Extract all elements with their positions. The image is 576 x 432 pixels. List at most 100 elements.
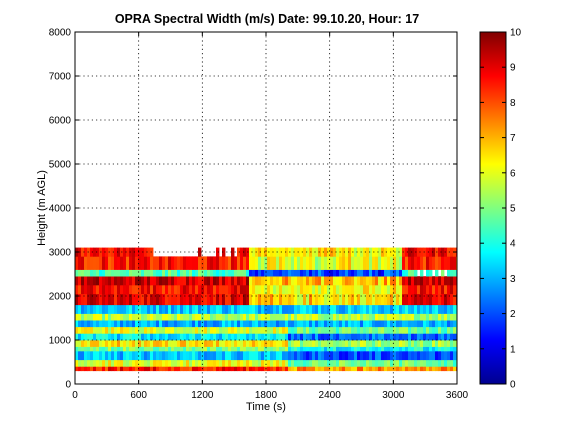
heatmap-cell-layer-3 — [87, 346, 91, 352]
heatmap-cell-layer-15 — [84, 247, 88, 257]
heatmap-cell-layer-15 — [387, 247, 391, 257]
heatmap-cell-layer-13 — [342, 269, 346, 277]
heatmap-cell-layer-6 — [447, 326, 451, 334]
heatmap-cell-layer-2 — [315, 351, 319, 361]
heatmap-cell-layer-13 — [150, 269, 154, 277]
heatmap-cell-layer-12 — [174, 276, 178, 286]
heatmap-cell-layer-7 — [387, 320, 391, 328]
heatmap-cell-layer-1 — [105, 359, 109, 367]
heatmap-cell-layer-7 — [129, 320, 133, 328]
heatmap-cell-layer-2 — [381, 351, 385, 361]
heatmap-cell-layer-12 — [165, 276, 169, 286]
heatmap-cell-layer-3 — [177, 346, 181, 352]
heatmap-cell-layer-2 — [399, 351, 403, 361]
heatmap-cell-layer-13 — [243, 269, 247, 277]
heatmap-cell-layer-10 — [291, 293, 295, 306]
heatmap-cell-layer-14 — [297, 256, 301, 270]
heatmap-cell-layer-0 — [249, 366, 253, 372]
heatmap-cell-layer-0 — [75, 366, 79, 372]
heatmap-cell-layer-5 — [123, 333, 127, 341]
heatmap-cell-layer-2 — [117, 351, 121, 361]
heatmap-cell-layer-14 — [390, 256, 394, 270]
heatmap-cell-layer-4 — [105, 340, 109, 347]
heatmap-cell-layer-0 — [384, 366, 388, 372]
heatmap-cell-layer-6 — [249, 326, 253, 334]
heatmap-cell-layer-6 — [444, 326, 448, 334]
heatmap-cell-layer-4 — [276, 340, 280, 347]
heatmap-cell-layer-3 — [216, 346, 220, 352]
heatmap-cell-layer-7 — [105, 320, 109, 328]
heatmap-cell-layer-5 — [297, 333, 301, 341]
heatmap-cell-layer-15 — [441, 247, 445, 257]
heatmap-cell-layer-11 — [177, 285, 181, 295]
heatmap-cell-layer-5 — [450, 333, 454, 341]
heatmap-cell-layer-8 — [195, 313, 199, 321]
heatmap-cell-layer-11 — [138, 285, 142, 295]
heatmap-cell-layer-9 — [390, 304, 394, 314]
heatmap-cell-layer-12 — [240, 276, 244, 286]
heatmap-cell-layer-2 — [87, 351, 91, 361]
heatmap-cell-layer-8 — [378, 313, 382, 321]
heatmap-cell-layer-10 — [207, 293, 211, 306]
heatmap-cell-layer-7 — [204, 320, 208, 328]
heatmap-cell-layer-0 — [357, 366, 361, 372]
heatmap-cell-layer-3 — [411, 346, 415, 352]
heatmap-cell-layer-13 — [153, 269, 157, 277]
heatmap-cell-layer-10 — [297, 293, 301, 306]
heatmap-cell-layer-6 — [369, 326, 373, 334]
heatmap-cell-layer-0 — [390, 366, 394, 372]
heatmap-cell-layer-13 — [189, 269, 193, 277]
heatmap-cell-layer-12 — [129, 276, 133, 286]
heatmap-cell-layer-14 — [291, 256, 295, 270]
heatmap-cell-layer-11 — [144, 285, 148, 295]
heatmap-cell-layer-1 — [147, 359, 151, 367]
heatmap-cell-layer-13 — [429, 269, 433, 277]
heatmap-cell-layer-6 — [171, 326, 175, 334]
heatmap-cell-layer-8 — [273, 313, 277, 321]
heatmap-cell-layer-0 — [324, 366, 328, 372]
heatmap-cell-layer-2 — [177, 351, 181, 361]
heatmap-cell-layer-0 — [336, 366, 340, 372]
heatmap-cell-layer-8 — [306, 313, 310, 321]
heatmap-cell-layer-10 — [387, 293, 391, 306]
heatmap-cell-layer-1 — [162, 359, 166, 367]
heatmap-cell-layer-6 — [159, 326, 163, 334]
heatmap-cell-layer-10 — [141, 293, 145, 306]
heatmap-cell-layer-9 — [339, 304, 343, 314]
heatmap-cell-layer-7 — [288, 320, 292, 328]
heatmap-cell-layer-4 — [384, 340, 388, 347]
heatmap-cell-layer-12 — [75, 276, 79, 286]
heatmap-cell-layer-14 — [210, 256, 214, 270]
heatmap-cell-layer-4 — [390, 340, 394, 347]
heatmap-cell-layer-3 — [327, 346, 331, 352]
heatmap-cell-layer-7 — [258, 320, 262, 328]
heatmap-cell-layer-8 — [117, 313, 121, 321]
heatmap-cell-layer-10 — [330, 293, 334, 306]
heatmap-cell-layer-10 — [225, 293, 229, 306]
heatmap-cell-layer-10 — [267, 293, 271, 306]
heatmap-cell-layer-6 — [237, 326, 241, 334]
heatmap-cell-layer-11 — [105, 285, 109, 295]
heatmap-cell-layer-14 — [111, 256, 115, 270]
heatmap-cell-layer-4 — [111, 340, 115, 347]
heatmap-cell-layer-6 — [318, 326, 322, 334]
heatmap-cell-layer-6 — [312, 326, 316, 334]
heatmap-cell-layer-4 — [243, 340, 247, 347]
heatmap-cell-layer-10 — [342, 293, 346, 306]
heatmap-cell-layer-1 — [180, 359, 184, 367]
heatmap-cell-layer-6 — [303, 326, 307, 334]
heatmap-cell-layer-1 — [264, 359, 268, 367]
heatmap-cell-layer-11 — [426, 285, 430, 295]
heatmap-cell-layer-13 — [414, 269, 418, 277]
heatmap-cell-layer-9 — [81, 304, 85, 314]
heatmap-cell-layer-10 — [216, 293, 220, 306]
heatmap-cell-layer-4 — [405, 340, 409, 347]
heatmap-cell-layer-9 — [117, 304, 121, 314]
heatmap-cell-layer-11 — [195, 285, 199, 295]
heatmap-cell-layer-14 — [228, 256, 232, 270]
heatmap-cell-layer-5 — [102, 333, 106, 341]
heatmap-cell-layer-9 — [99, 304, 103, 314]
heatmap-cell-layer-1 — [102, 359, 106, 367]
heatmap-cell-layer-5 — [75, 333, 79, 341]
heatmap-cell-layer-12 — [210, 276, 214, 286]
